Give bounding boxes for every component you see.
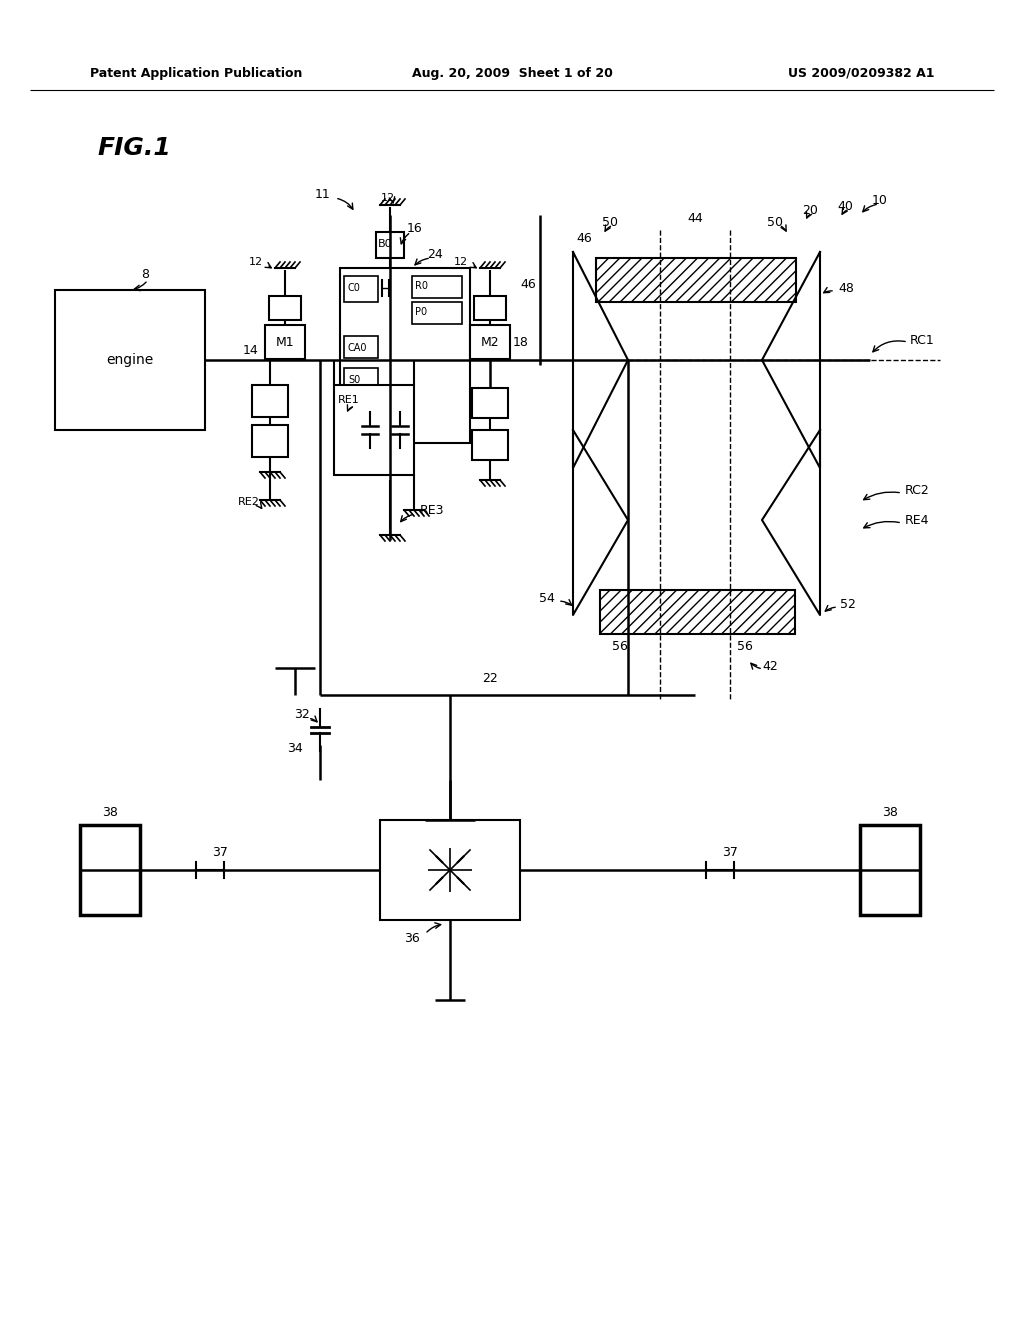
Text: 12: 12 [381, 193, 395, 203]
Bar [600, 590, 795, 634]
Text: Patent Application Publication: Patent Application Publication [90, 66, 302, 79]
Text: FIG.1: FIG.1 [97, 136, 171, 160]
Bar [80, 825, 140, 915]
Bar [344, 276, 378, 302]
Text: 18: 18 [513, 335, 528, 348]
Text: 38: 38 [882, 807, 898, 820]
Bar [55, 290, 205, 430]
Text: 37: 37 [212, 846, 228, 858]
Text: 48: 48 [838, 281, 854, 294]
Text: M2: M2 [480, 335, 500, 348]
Text: S0: S0 [348, 375, 360, 385]
Text: M1: M1 [275, 335, 294, 348]
Text: 16: 16 [408, 222, 423, 235]
Text: 42: 42 [762, 660, 778, 672]
Text: Aug. 20, 2009  Sheet 1 of 20: Aug. 20, 2009 Sheet 1 of 20 [412, 66, 612, 79]
Text: 50: 50 [602, 215, 618, 228]
Bar [380, 820, 520, 920]
Text: 10: 10 [872, 194, 888, 206]
Text: 11: 11 [314, 189, 330, 202]
Bar [470, 325, 510, 359]
Text: 12: 12 [249, 257, 263, 267]
Text: 24: 24 [427, 248, 442, 260]
Bar [344, 368, 378, 389]
Bar [596, 257, 796, 302]
Bar [265, 325, 305, 359]
Text: RE3: RE3 [420, 503, 444, 516]
Bar [376, 232, 404, 257]
Bar [344, 337, 378, 358]
Text: C0: C0 [348, 282, 360, 293]
Bar [252, 385, 288, 417]
Bar [860, 825, 920, 915]
Text: 34: 34 [288, 742, 303, 755]
Text: 37: 37 [722, 846, 738, 858]
Text: CA0: CA0 [348, 343, 368, 352]
Bar [340, 268, 470, 444]
Bar [412, 276, 462, 298]
Text: 46: 46 [577, 231, 592, 244]
Text: 20: 20 [802, 203, 818, 216]
Bar [600, 590, 795, 634]
Text: RC2: RC2 [905, 483, 930, 496]
Bar [474, 296, 506, 319]
Bar [472, 430, 508, 459]
Text: US 2009/0209382 A1: US 2009/0209382 A1 [787, 66, 934, 79]
Text: RE1: RE1 [338, 395, 359, 405]
Text: engine: engine [106, 352, 154, 367]
Text: 52: 52 [840, 598, 856, 610]
Bar [472, 388, 508, 418]
Bar [334, 385, 414, 475]
Text: 38: 38 [102, 807, 118, 820]
Text: P0: P0 [415, 308, 427, 317]
Text: 56: 56 [612, 639, 628, 652]
Text: 40: 40 [837, 199, 853, 213]
Bar [412, 302, 462, 323]
Text: 14: 14 [243, 343, 259, 356]
Text: RE2: RE2 [239, 498, 260, 507]
Bar [269, 296, 301, 319]
Text: 22: 22 [482, 672, 498, 685]
Text: 36: 36 [404, 932, 420, 945]
Text: 46: 46 [520, 279, 536, 292]
Text: B0: B0 [378, 239, 392, 249]
Text: 44: 44 [687, 211, 702, 224]
Text: 8: 8 [141, 268, 150, 281]
Text: 32: 32 [294, 709, 310, 722]
Text: 56: 56 [737, 639, 753, 652]
Text: RE4: RE4 [905, 513, 930, 527]
Text: 12: 12 [454, 257, 468, 267]
Bar [596, 257, 796, 302]
Text: R0: R0 [415, 281, 428, 290]
Text: 50: 50 [767, 215, 783, 228]
Bar [252, 425, 288, 457]
Text: 54: 54 [539, 591, 555, 605]
Text: RC1: RC1 [910, 334, 935, 346]
